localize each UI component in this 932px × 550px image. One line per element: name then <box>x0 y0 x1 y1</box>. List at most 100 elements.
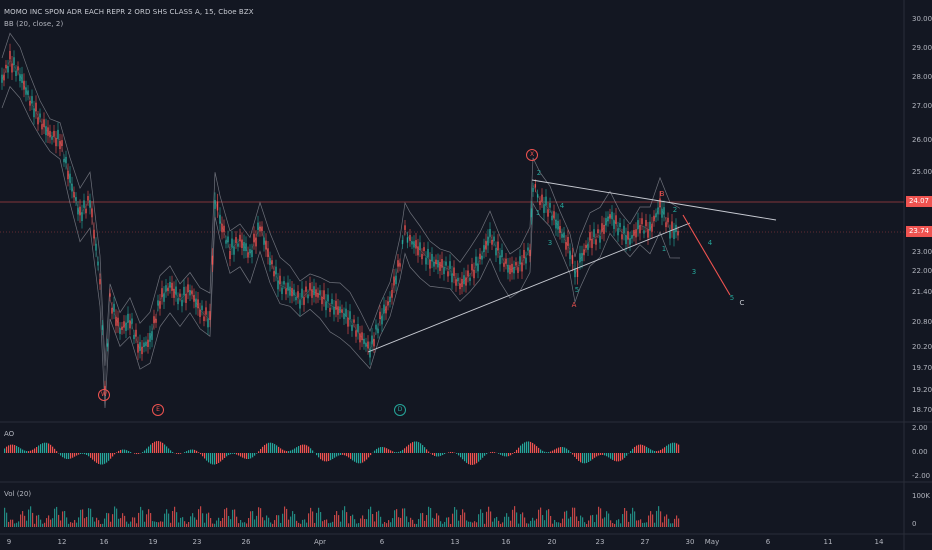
ao-bar <box>210 453 212 464</box>
wave-label[interactable]: 5 <box>574 286 580 294</box>
wave-label[interactable]: 5 <box>729 294 735 302</box>
candle-body <box>227 236 229 243</box>
ao-bar <box>604 453 606 456</box>
volume-bar <box>146 514 148 527</box>
candle-body <box>383 304 385 314</box>
time-axis-label: 19 <box>148 538 158 546</box>
volume-bar <box>48 515 50 527</box>
wave-label[interactable]: 1 <box>535 209 541 217</box>
volume-bar <box>100 523 102 527</box>
ao-bar <box>296 447 298 453</box>
ao-bar <box>92 453 94 460</box>
volume-bar <box>614 523 616 527</box>
volume-bar <box>36 515 38 527</box>
candle-body <box>81 212 83 222</box>
price-axis-label: 25.00 <box>912 168 932 176</box>
volume-bar <box>426 515 428 527</box>
ao-bar <box>74 453 76 457</box>
wave-circle-label[interactable]: X <box>526 149 538 161</box>
ao-bar <box>270 442 272 453</box>
candle-body <box>431 253 433 262</box>
candle-body <box>323 290 325 300</box>
wave-circle-label[interactable]: E <box>152 404 164 416</box>
wave-label[interactable]: 4 <box>559 202 565 210</box>
volume-bar <box>316 512 318 527</box>
volume-bar <box>256 515 258 527</box>
volume-bar <box>278 515 280 527</box>
candle-body <box>53 130 55 137</box>
volume-bar <box>492 521 494 527</box>
ao-bar <box>184 452 186 453</box>
candle-body <box>353 319 355 323</box>
volume-bar <box>156 522 158 527</box>
ao-bar <box>340 453 342 455</box>
ao-bar <box>656 451 658 453</box>
ao-bar <box>584 453 586 464</box>
volume-bar <box>574 507 576 527</box>
symbol-title[interactable]: MOMO INC SPON ADR EACH REPR 2 ORD SHS CL… <box>4 8 254 16</box>
ao-bar <box>336 453 338 457</box>
volume-bar <box>292 511 294 527</box>
wave-label[interactable]: A <box>571 301 577 309</box>
wave-label[interactable]: B <box>659 190 665 198</box>
ao-bar <box>246 453 248 459</box>
candle-body <box>371 335 373 345</box>
volume-bar <box>94 521 96 527</box>
volume-bar <box>84 518 86 527</box>
ao-bar <box>588 453 590 463</box>
wave-label[interactable]: 2 <box>536 169 542 177</box>
volume-bar <box>152 521 154 527</box>
candle-body <box>565 241 567 250</box>
volume-bar <box>464 512 466 527</box>
ao-bar <box>402 449 404 453</box>
candle-body <box>127 313 129 323</box>
wave-label[interactable]: 4 <box>707 239 713 247</box>
volume-bar <box>252 511 254 527</box>
ao-bar <box>338 453 340 456</box>
indicator-legend-bb[interactable]: BB (20, close, 2) <box>4 20 64 28</box>
volume-bar <box>330 522 332 527</box>
volume-bar <box>632 507 634 527</box>
candle-body <box>101 325 104 330</box>
candle-body <box>359 333 361 343</box>
volume-bar <box>648 515 650 527</box>
ao-bar <box>416 441 418 453</box>
volume-bar <box>138 512 140 527</box>
candle-body <box>421 253 423 260</box>
candle-body <box>179 293 181 297</box>
volume-bar <box>64 511 66 527</box>
ao-bar <box>346 453 348 457</box>
candle-body <box>365 342 367 347</box>
wave-circle-label[interactable]: W <box>98 389 110 401</box>
volume-bar <box>306 522 308 527</box>
ao-bar <box>670 443 672 453</box>
ao-bar <box>386 448 388 453</box>
candle-body <box>237 243 239 247</box>
time-axis-label: 9 <box>6 538 12 546</box>
ao-bar <box>84 453 86 455</box>
candle-body <box>329 307 331 312</box>
candle-body <box>673 230 675 240</box>
volume-bar <box>670 523 672 527</box>
wave-label[interactable]: C <box>739 299 745 307</box>
candle-body <box>141 346 143 355</box>
ao-bar <box>94 453 96 462</box>
volume-pane-label[interactable]: Vol (20) <box>4 490 32 498</box>
wave-label[interactable]: 1 <box>661 245 667 253</box>
wave-label[interactable]: 3 <box>547 239 553 247</box>
wave-label[interactable]: 3 <box>691 268 697 276</box>
ao-pane-label[interactable]: AO <box>4 430 15 438</box>
ao-bar <box>152 442 154 453</box>
wave-label[interactable]: 2 <box>672 206 678 214</box>
volume-bar <box>450 523 452 527</box>
volume-bar <box>654 522 656 527</box>
candle-body <box>547 209 549 217</box>
wave-circle-label[interactable]: D <box>394 404 406 416</box>
ao-bar <box>602 453 604 455</box>
candle-body <box>91 208 93 218</box>
volume-bar <box>62 511 64 527</box>
ao-bar <box>598 453 600 456</box>
ao-bar <box>224 453 226 458</box>
volume-bar <box>112 514 114 527</box>
